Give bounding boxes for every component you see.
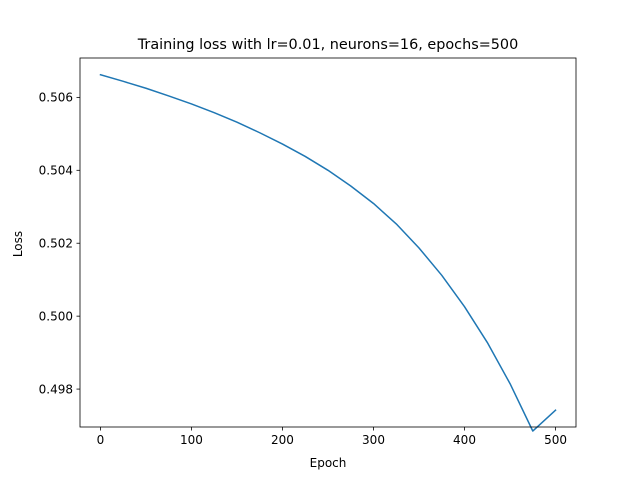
y-tick-label: 0.502	[39, 236, 73, 250]
y-axis-title: Loss	[11, 231, 25, 257]
y-tick-label: 0.498	[39, 382, 73, 396]
plot-area: 0 100 200 300 400 500 0.498 0.500 0.502 0.504 0.50…	[39, 57, 577, 447]
x-tick-label: 200	[271, 433, 294, 447]
x-tick-label: 400	[453, 433, 476, 447]
y-tick-label: 0.504	[39, 164, 73, 178]
y-tick-label: 0.506	[39, 91, 73, 105]
chart-title: Training loss with lr=0.01, neurons=16, …	[137, 37, 518, 53]
x-axis-title: Epoch	[310, 456, 347, 470]
x-tick-label: 300	[362, 433, 385, 447]
axes-frame	[79, 57, 577, 428]
series-line-0	[99, 73, 557, 432]
x-tick-label: 100	[180, 433, 203, 447]
x-tick-label: 0	[97, 433, 105, 447]
y-tick-label: 0.500	[39, 309, 73, 323]
x-tick-label: 500	[544, 433, 567, 447]
